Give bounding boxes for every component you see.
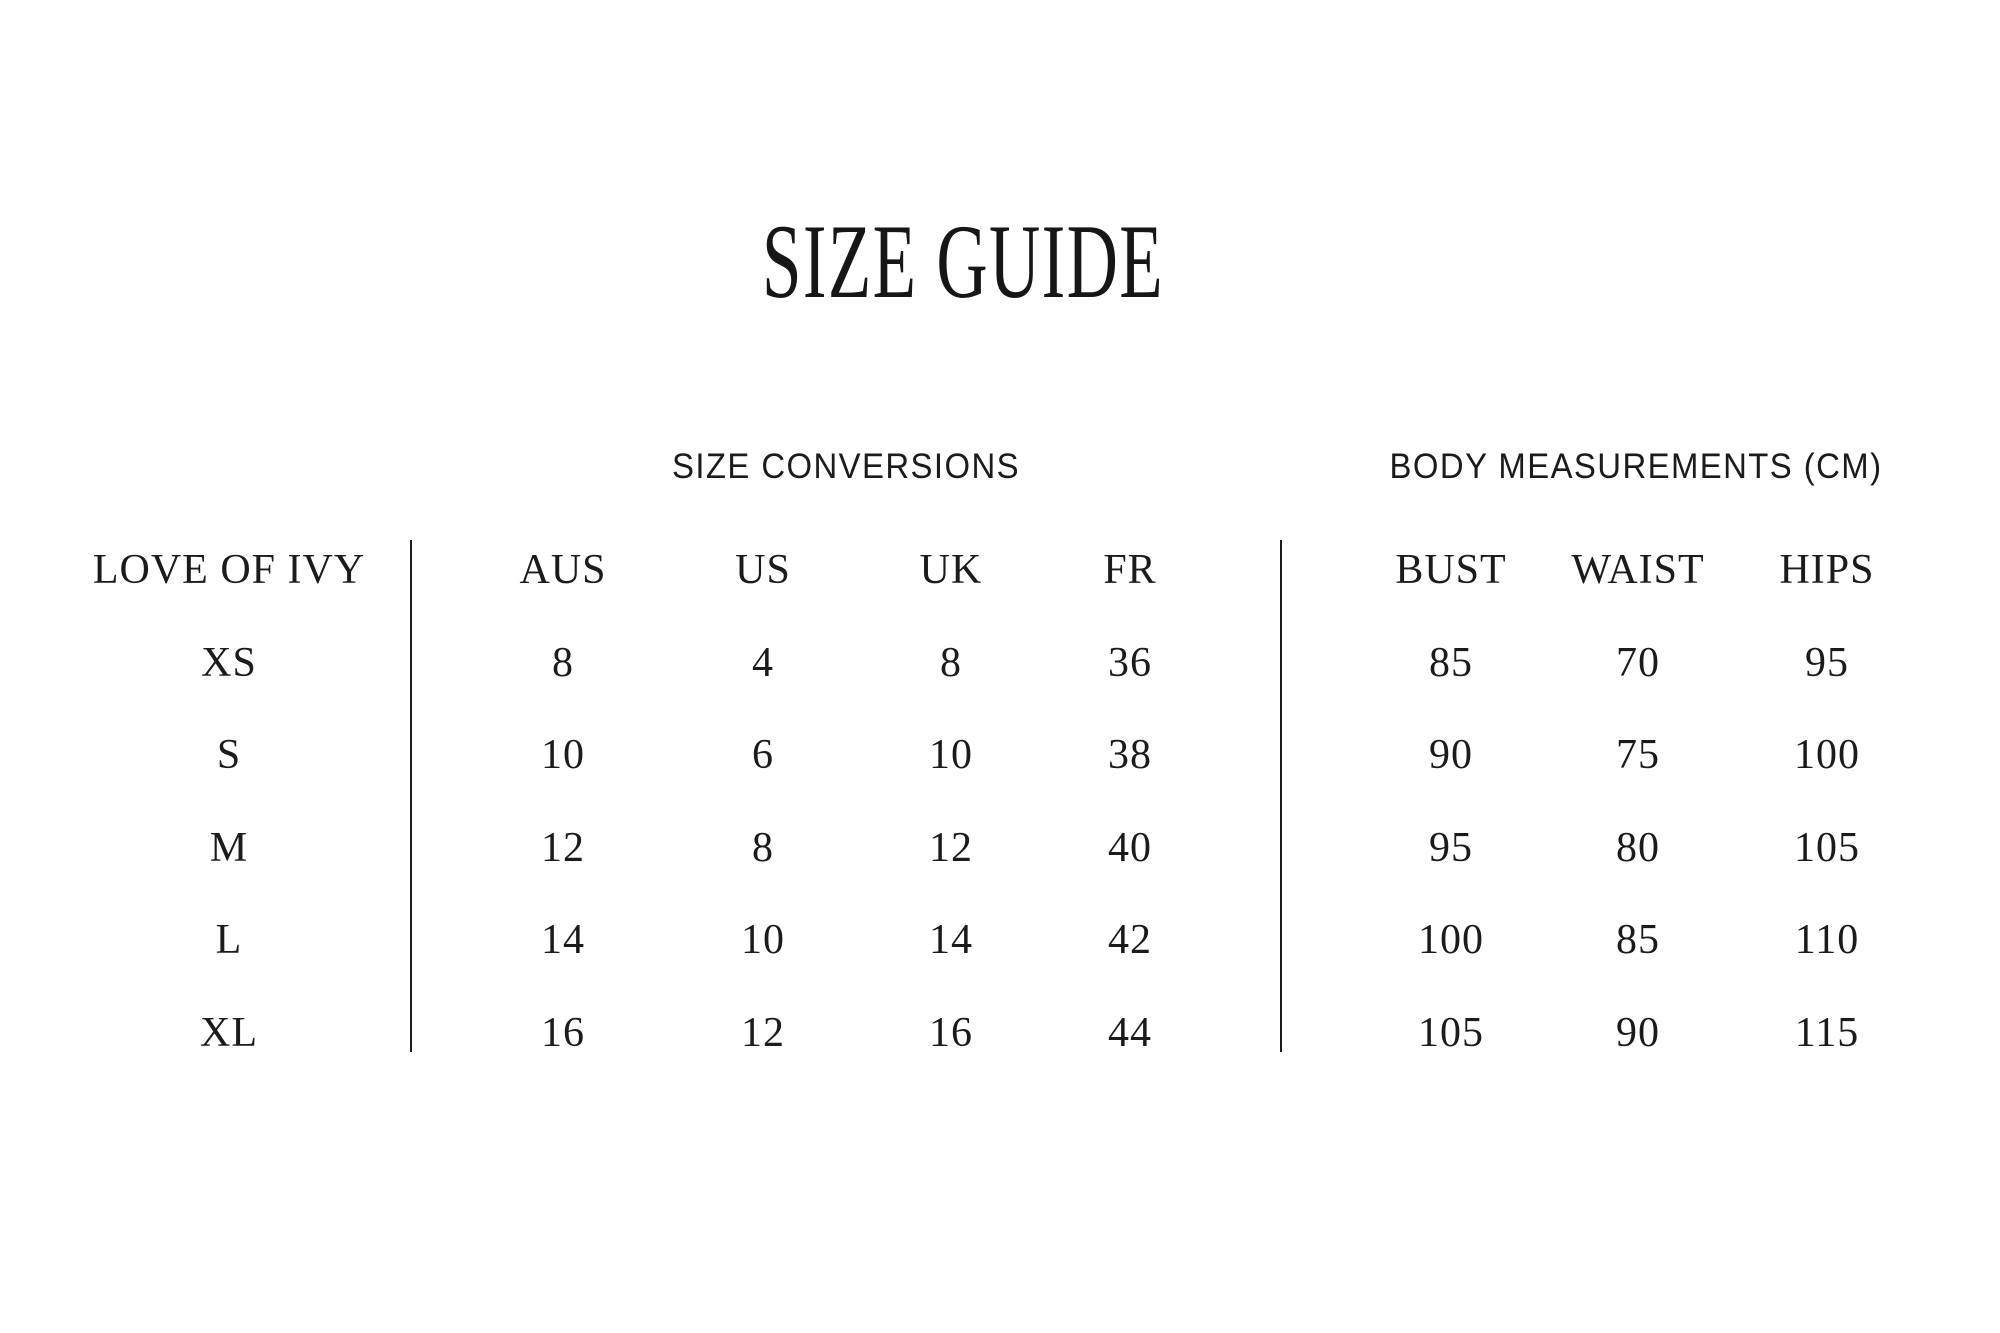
us-value-cell: 10: [741, 917, 785, 964]
aus-value-cell: 14: [541, 917, 585, 964]
uk-value-cell: 8: [940, 639, 962, 686]
waist-value-cell: 70: [1616, 639, 1660, 686]
us-value-cell: 8: [752, 824, 774, 871]
hips-value-cell: 100: [1794, 732, 1860, 779]
aus-value-cell: 12: [541, 824, 585, 871]
us-value-cell: 4: [752, 639, 774, 686]
fr-value-cell: 44: [1108, 1009, 1152, 1056]
uk-value-cell: 10: [929, 732, 973, 779]
divider-line-left: [410, 540, 412, 1052]
aus-value-cell: 10: [541, 732, 585, 779]
uk-value-cell: 14: [929, 917, 973, 964]
size-label-cell: XS: [201, 639, 257, 686]
size-label-cell: L: [215, 917, 243, 964]
us-value-cell: 6: [752, 732, 774, 779]
size-label-cell: S: [216, 732, 242, 779]
waist-value-cell: 80: [1616, 824, 1660, 871]
fr-value-cell: 42: [1108, 917, 1152, 964]
hips-value-cell: 105: [1794, 824, 1860, 871]
size-table: LOVE OF IVY AUS US UK FR BUST WAIST HIPS…: [46, 524, 1929, 1079]
divider-line-right: [1280, 540, 1282, 1052]
bust-value-cell: 85: [1429, 639, 1473, 686]
fr-value-cell: 40: [1108, 824, 1152, 871]
hips-value-cell: 110: [1794, 917, 1860, 964]
size-label-cell: M: [209, 824, 249, 871]
uk-value-cell: 12: [929, 824, 973, 871]
us-column-header: US: [735, 547, 791, 594]
waist-value-cell: 85: [1616, 917, 1660, 964]
page-title: SIZE GUIDE: [762, 203, 1164, 320]
aus-value-cell: 16: [541, 1009, 585, 1056]
brand-column-header: LOVE OF IVY: [92, 547, 366, 594]
size-label-cell: XL: [200, 1009, 258, 1056]
size-conversions-heading: SIZE CONVERSIONS: [672, 447, 1020, 486]
fr-value-cell: 38: [1108, 732, 1152, 779]
us-value-cell: 12: [741, 1009, 785, 1056]
hips-value-cell: 115: [1794, 1009, 1860, 1056]
waist-value-cell: 75: [1616, 732, 1660, 779]
bust-value-cell: 95: [1429, 824, 1473, 871]
fr-column-header: FR: [1103, 547, 1157, 594]
bust-value-cell: 105: [1418, 1009, 1484, 1056]
waist-value-cell: 90: [1616, 1009, 1660, 1056]
bust-value-cell: 90: [1429, 732, 1473, 779]
fr-value-cell: 36: [1108, 639, 1152, 686]
hips-column-header: HIPS: [1779, 547, 1875, 594]
aus-value-cell: 8: [552, 639, 574, 686]
body-measurements-heading: BODY MEASUREMENTS (CM): [1389, 447, 1883, 486]
aus-column-header: AUS: [519, 547, 607, 594]
waist-column-header: WAIST: [1571, 547, 1705, 594]
hips-value-cell: 95: [1805, 639, 1849, 686]
uk-value-cell: 16: [929, 1009, 973, 1056]
bust-column-header: BUST: [1395, 547, 1507, 594]
bust-value-cell: 100: [1418, 917, 1484, 964]
uk-column-header: UK: [919, 547, 983, 594]
